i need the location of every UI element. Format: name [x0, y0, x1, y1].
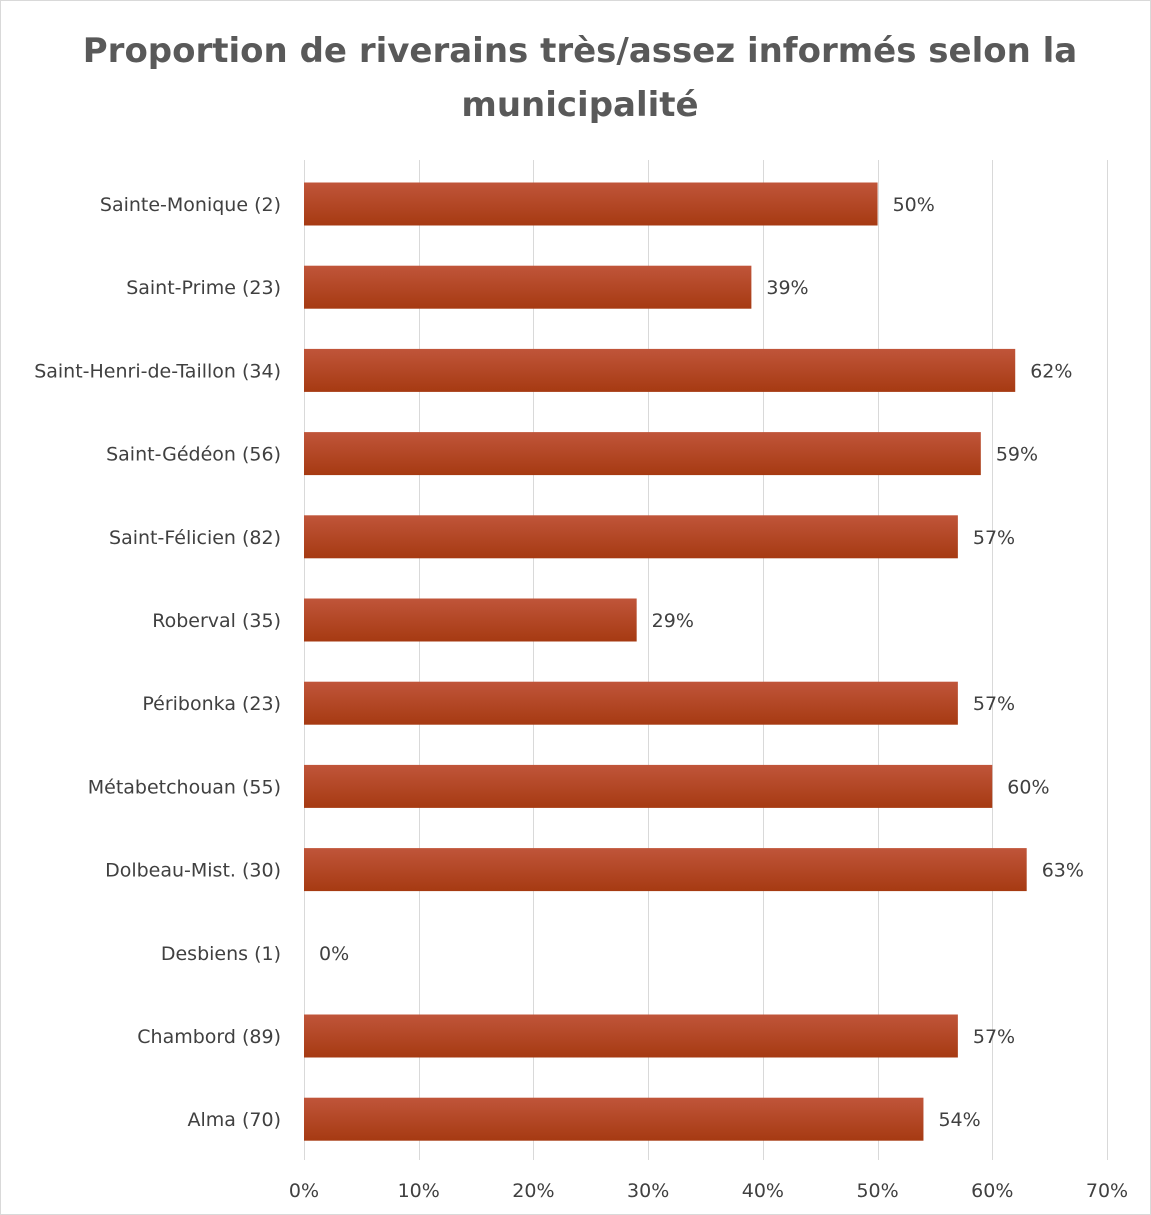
data-label-10: 57%: [973, 1026, 1015, 1048]
x-tick-label-50: 50%: [856, 1180, 898, 1202]
chart-title: Proportion de riverains très/assez infor…: [82, 31, 1078, 125]
bar-11: [304, 1097, 924, 1141]
category-label-9: Desbiens (1): [161, 943, 281, 965]
data-label-1: 39%: [766, 277, 808, 299]
data-label-6: 57%: [973, 693, 1015, 715]
x-tick-label-0: 0%: [289, 1180, 319, 1202]
data-label-9: 0%: [319, 943, 349, 965]
category-label-8: Dolbeau-Mist. (30): [105, 860, 281, 882]
x-tick-label-20: 20%: [512, 1180, 554, 1202]
category-label-1: Saint-Prime (23): [126, 277, 281, 299]
category-label-10: Chambord (89): [137, 1026, 281, 1048]
category-label-2: Saint-Henri-de-Taillon (34): [34, 360, 281, 382]
category-label-4: Saint-Félicien (82): [109, 527, 281, 549]
bar-7: [304, 764, 993, 808]
category-label-6: Péribonka (23): [142, 693, 281, 715]
category-label-5: Roberval (35): [152, 610, 281, 632]
data-label-8: 63%: [1042, 860, 1084, 882]
x-tick-label-70: 70%: [1086, 1180, 1128, 1202]
bars: [304, 182, 1027, 1141]
labels: 0% 10% 20% 30% 40% 50% 60% 70% Sainte-Monique (2…: [34, 194, 1128, 1202]
data-label-11: 54%: [938, 1109, 980, 1131]
x-tick-label-30: 30%: [627, 1180, 669, 1202]
x-tick-label-10: 10%: [398, 1180, 440, 1202]
bar-4: [304, 515, 958, 559]
bar-5: [304, 598, 637, 642]
category-label-3: Saint-Gédéon (56): [106, 444, 281, 466]
bar-10: [304, 1014, 958, 1058]
bar-8: [304, 848, 1027, 892]
data-label-7: 60%: [1007, 776, 1049, 798]
x-tick-label-60: 60%: [971, 1180, 1013, 1202]
bar-6: [304, 681, 958, 725]
data-label-3: 59%: [996, 444, 1038, 466]
bar-0: [304, 182, 878, 226]
bar-2: [304, 348, 1016, 392]
data-label-2: 62%: [1030, 360, 1072, 382]
bar-3: [304, 432, 981, 476]
category-label-7: Métabetchouan (55): [88, 776, 281, 798]
data-label-5: 29%: [652, 610, 694, 632]
bar-1: [304, 265, 752, 309]
category-label-0: Sainte-Monique (2): [100, 194, 281, 216]
grid-lines: [304, 160, 1108, 1160]
data-label-0: 50%: [893, 194, 935, 216]
data-label-4: 57%: [973, 527, 1015, 549]
x-tick-label-40: 40%: [742, 1180, 784, 1202]
category-label-11: Alma (70): [188, 1109, 281, 1131]
